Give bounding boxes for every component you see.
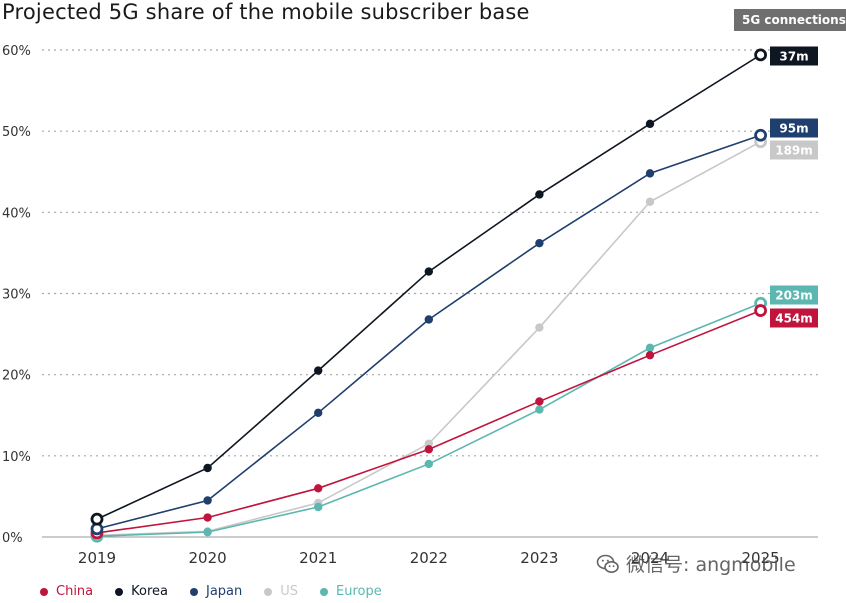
- y-tick-label: 30%: [2, 288, 31, 303]
- legend-item-china: China: [40, 584, 93, 599]
- y-tick-label: 60%: [2, 44, 31, 59]
- data-point-korea: [645, 119, 655, 129]
- y-tick-label: 50%: [2, 125, 31, 140]
- watermark: 微信号: angmobile: [596, 550, 796, 577]
- data-point-europe: [535, 405, 544, 414]
- legend-marker-us: [264, 587, 273, 596]
- y-tick-label: 20%: [2, 369, 31, 384]
- data-point-korea: [535, 190, 544, 199]
- end-label-japan: 95m: [779, 122, 808, 136]
- data-point-korea: [424, 267, 433, 276]
- series-line-europe: [96, 302, 761, 537]
- data-point-korea: [314, 366, 323, 375]
- data-point-japan: [645, 169, 655, 178]
- data-point-japan: [754, 128, 767, 142]
- legend-marker-europe: [320, 587, 329, 596]
- legend-marker-korea: [115, 587, 124, 596]
- legend-label: Japan: [206, 584, 243, 599]
- data-point-europe: [203, 527, 212, 537]
- legend-marker-china: [40, 587, 48, 596]
- legend-label: Europe: [336, 584, 382, 599]
- data-point-europe: [424, 459, 433, 469]
- chart-legend: China Korea Japan US Europe: [40, 584, 382, 599]
- connections-badge: 5G connections: [734, 9, 846, 31]
- legend-item-japan: Japan: [190, 584, 242, 599]
- end-label-box-korea: [770, 46, 818, 66]
- end-label-europe: 203m: [775, 289, 813, 303]
- end-label-box-europe: [770, 285, 818, 305]
- legend-label: China: [56, 584, 94, 599]
- data-point-us: [645, 197, 655, 206]
- data-point-china: [754, 304, 767, 317]
- end-label-korea: 37m: [779, 50, 808, 64]
- series-line-us: [96, 141, 761, 537]
- y-tick-label: 40%: [2, 206, 31, 221]
- data-point-china: [535, 397, 544, 406]
- end-label-box-japan: [770, 118, 818, 138]
- data-point-europe: [645, 343, 655, 353]
- data-point-china: [203, 513, 212, 522]
- end-label-box-us: [770, 140, 818, 160]
- x-tick-label: 2025: [742, 549, 780, 567]
- data-point-china: [314, 484, 323, 493]
- chart-title: Projected 5G share of the mobile subscri…: [2, 0, 530, 24]
- legend-label: Korea: [131, 584, 168, 599]
- data-point-china: [424, 445, 433, 454]
- end-label-us: 189m: [775, 144, 813, 158]
- legend-marker-japan: [190, 587, 198, 596]
- legend-item-korea: Korea: [115, 584, 168, 599]
- legend-item-europe: Europe: [320, 584, 382, 599]
- legend-label: US: [280, 584, 299, 599]
- data-point-korea: [203, 463, 212, 473]
- y-tick-label: 0%: [2, 531, 23, 546]
- watermark-text: 微信号: angmobile: [626, 554, 796, 576]
- x-tick-label: 2020: [189, 549, 227, 567]
- x-tick-label: 2024: [631, 549, 669, 567]
- data-point-us: [535, 323, 544, 332]
- x-tick-label: 2021: [299, 549, 337, 567]
- series-line-japan: [96, 134, 761, 530]
- x-tick-label: 2022: [410, 549, 448, 567]
- data-point-europe: [314, 502, 323, 512]
- wechat-icon: [596, 554, 619, 573]
- data-point-korea: [754, 48, 767, 62]
- data-point-japan: [203, 496, 212, 505]
- data-point-korea: [90, 512, 104, 526]
- end-label-china: 454m: [775, 312, 813, 326]
- legend-item-us: US: [264, 584, 298, 599]
- data-point-japan: [424, 315, 433, 324]
- y-tick-label: 10%: [2, 450, 31, 465]
- data-point-japan: [314, 408, 323, 418]
- data-point-japan: [535, 238, 544, 248]
- end-label-box-china: [770, 308, 818, 328]
- x-tick-label: 2023: [520, 549, 558, 567]
- x-tick-label: 2019: [78, 549, 116, 567]
- data-point-china: [645, 350, 655, 360]
